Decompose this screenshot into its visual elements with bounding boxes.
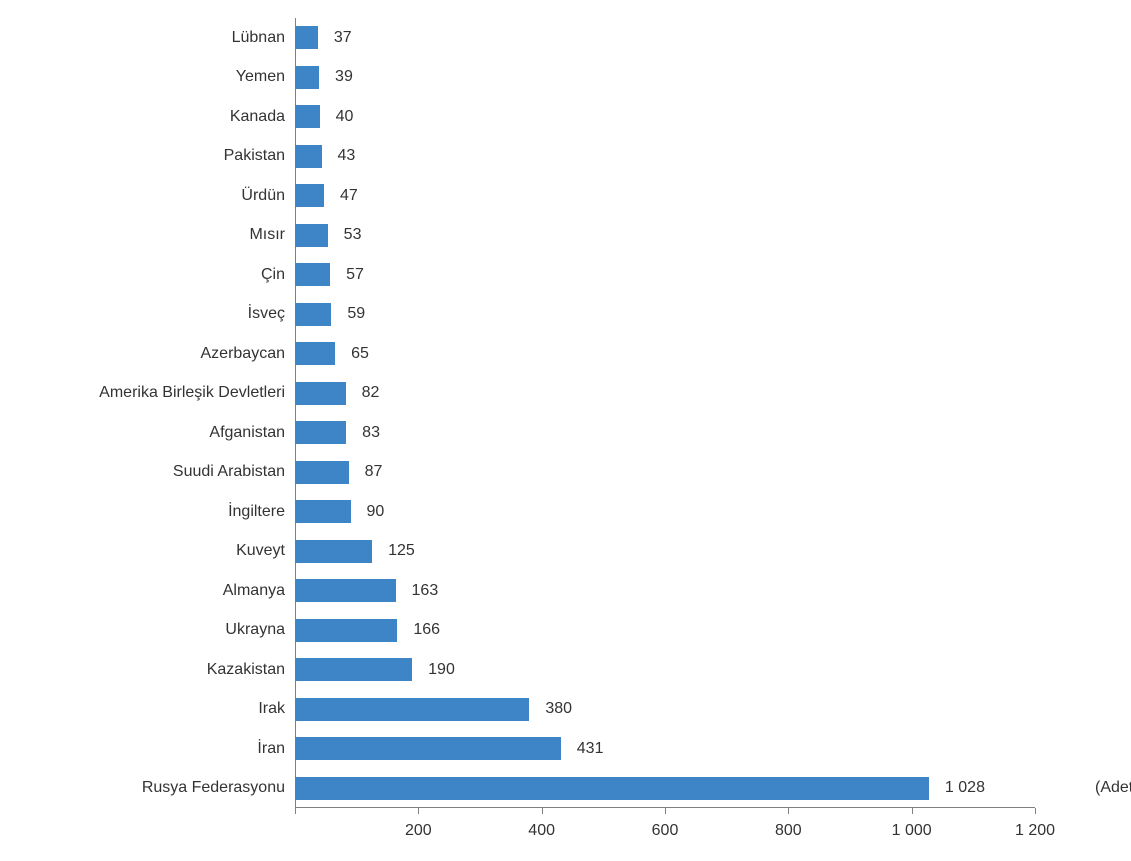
bar	[295, 737, 561, 760]
value-label: 90	[367, 503, 385, 521]
bar	[295, 658, 412, 681]
category-label: İran	[257, 740, 285, 758]
bar-row	[295, 698, 1035, 721]
bar	[295, 540, 372, 563]
bar	[295, 421, 346, 444]
bar-row	[295, 579, 1035, 602]
bar-row	[295, 66, 1035, 89]
category-label: Rusya Federasyonu	[142, 779, 285, 797]
category-label: Suudi Arabistan	[173, 463, 285, 481]
bar-row	[295, 105, 1035, 128]
x-tick-label: 800	[775, 822, 802, 840]
bar	[295, 105, 320, 128]
category-label: Azerbaycan	[201, 345, 286, 363]
value-label: 380	[545, 700, 572, 718]
value-label: 83	[362, 424, 380, 442]
y-axis-line	[295, 18, 296, 808]
value-label: 125	[388, 542, 415, 560]
bar	[295, 303, 331, 326]
category-label: Amerika Birleşik Devletleri	[99, 384, 285, 402]
x-tick	[912, 808, 913, 814]
unit-label: (Adet)	[1095, 779, 1131, 797]
bar-row	[295, 342, 1035, 365]
x-tick	[1035, 808, 1036, 814]
bar-row	[295, 777, 1035, 800]
category-label: İsveç	[248, 305, 285, 323]
value-label: 1 028	[945, 779, 985, 797]
x-tick-label: 400	[528, 822, 555, 840]
category-label: Lübnan	[232, 29, 285, 47]
category-label: Kazakistan	[207, 661, 285, 679]
bar	[295, 66, 319, 89]
x-tick-label: 1 200	[1015, 822, 1055, 840]
category-label: Çin	[261, 266, 285, 284]
bar	[295, 224, 328, 247]
bar-row	[295, 382, 1035, 405]
bar-row	[295, 619, 1035, 642]
bar-row	[295, 184, 1035, 207]
value-label: 40	[336, 108, 354, 126]
bar	[295, 500, 351, 523]
value-label: 57	[346, 266, 364, 284]
bar	[295, 698, 529, 721]
x-tick	[418, 808, 419, 814]
bar-row	[295, 461, 1035, 484]
category-label: Yemen	[236, 68, 285, 86]
x-tick-label: 600	[652, 822, 679, 840]
value-label: 82	[362, 384, 380, 402]
bar	[295, 145, 322, 168]
bar-row	[295, 737, 1035, 760]
x-tick	[788, 808, 789, 814]
bar	[295, 26, 318, 49]
bar-row	[295, 224, 1035, 247]
plot-area	[295, 18, 1035, 808]
bar-row	[295, 26, 1035, 49]
value-label: 47	[340, 187, 358, 205]
value-label: 65	[351, 345, 369, 363]
value-label: 43	[338, 147, 356, 165]
value-label: 431	[577, 740, 604, 758]
bar	[295, 777, 929, 800]
x-tick-label: 1 000	[892, 822, 932, 840]
category-label: Ürdün	[241, 187, 285, 205]
bar	[295, 342, 335, 365]
bar-row	[295, 145, 1035, 168]
category-label: İngiltere	[228, 503, 285, 521]
bar	[295, 619, 397, 642]
category-label: Almanya	[223, 582, 285, 600]
chart-container: 200 400 600 800 1 000 1 200 Lübnan 37 Yemen 39 Kan…	[0, 0, 1131, 861]
category-label: Mısır	[249, 226, 285, 244]
value-label: 166	[413, 621, 440, 639]
bar	[295, 382, 346, 405]
category-label: Kuveyt	[236, 542, 285, 560]
value-label: 39	[335, 68, 353, 86]
category-label: Ukrayna	[225, 621, 285, 639]
bar	[295, 184, 324, 207]
value-label: 190	[428, 661, 455, 679]
category-label: Irak	[258, 700, 285, 718]
bar-row	[295, 421, 1035, 444]
value-label: 53	[344, 226, 362, 244]
bar-row	[295, 658, 1035, 681]
category-label: Afganistan	[209, 424, 285, 442]
x-tick	[542, 808, 543, 814]
x-tick	[295, 808, 296, 814]
bar	[295, 263, 330, 286]
bar	[295, 579, 396, 602]
bar-row	[295, 303, 1035, 326]
value-label: 37	[334, 29, 352, 47]
x-tick	[665, 808, 666, 814]
value-label: 163	[412, 582, 439, 600]
category-label: Kanada	[230, 108, 285, 126]
bar-row	[295, 263, 1035, 286]
bar-row	[295, 500, 1035, 523]
value-label: 59	[347, 305, 365, 323]
bar	[295, 461, 349, 484]
category-label: Pakistan	[224, 147, 285, 165]
value-label: 87	[365, 463, 383, 481]
x-tick-label: 200	[405, 822, 432, 840]
